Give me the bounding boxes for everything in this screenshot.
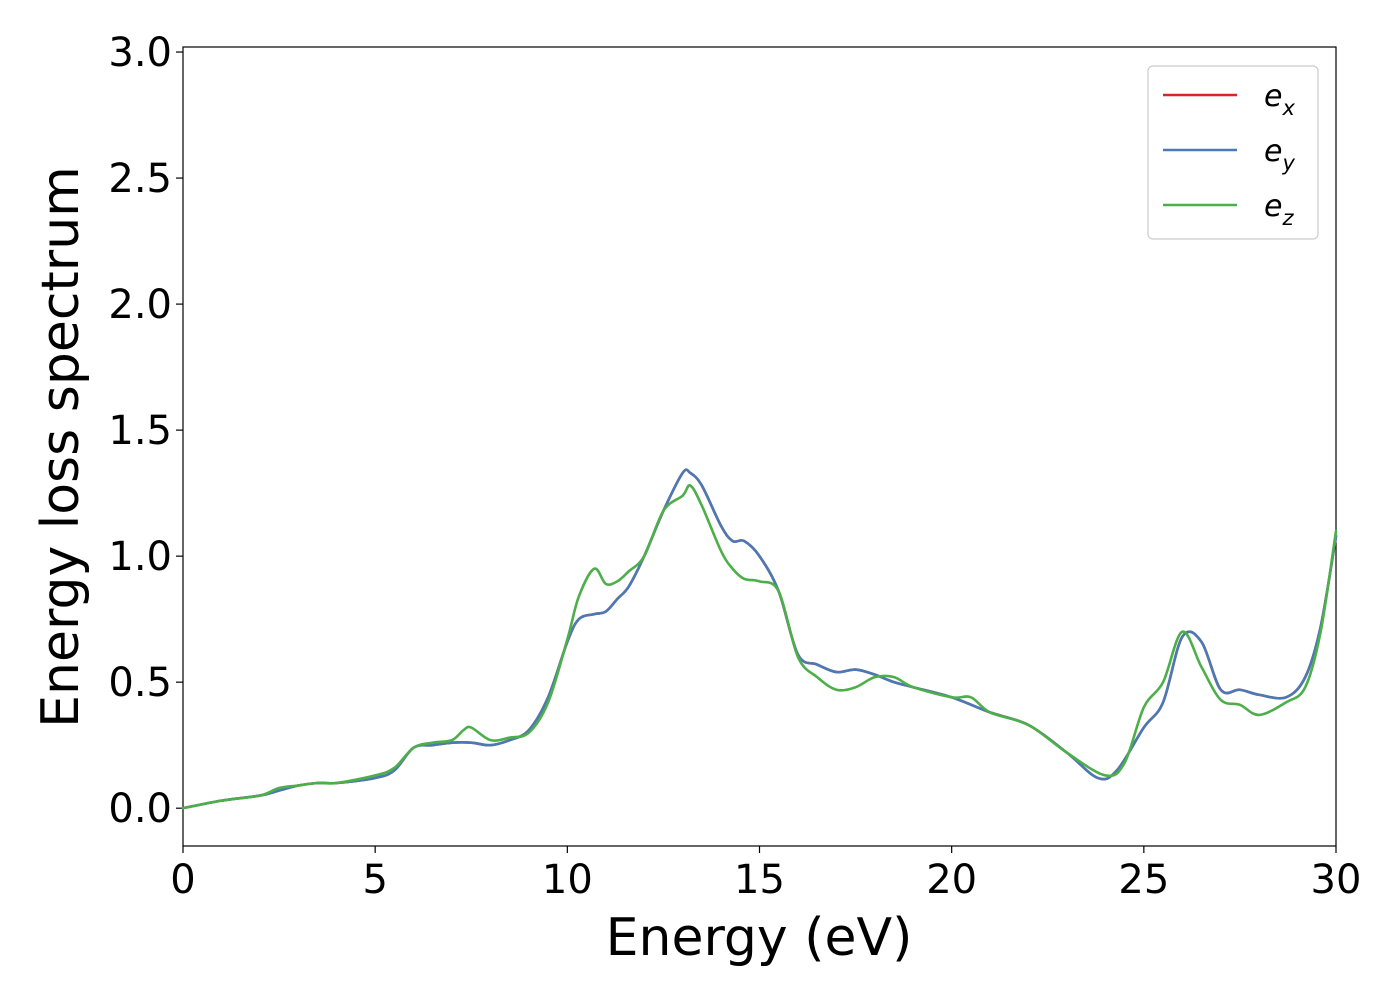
x-tick-label: 10	[542, 857, 593, 903]
y-tick-label: 0.5	[108, 660, 172, 706]
y-axis: 0.0 0.5 1.0 1.5 2.0 2.5 3.0	[108, 30, 183, 832]
series-line-ez	[181, 484, 1338, 810]
series-layer	[181, 468, 1338, 810]
x-tick-label: 20	[926, 857, 977, 903]
x-tick-label: 30	[1311, 857, 1362, 903]
y-axis-title: Energy loss spectrum	[31, 166, 91, 728]
y-tick-label: 2.5	[108, 156, 172, 202]
legend-label-ex: ex	[1264, 79, 1295, 120]
legend: ex ey ez	[1147, 65, 1319, 240]
x-tick-label: 25	[1118, 857, 1169, 903]
x-tick-label: 0	[170, 857, 195, 903]
legend-box	[1147, 65, 1319, 240]
x-axis-title: Energy (eV)	[606, 908, 913, 968]
y-tick-label: 0.0	[108, 786, 172, 832]
x-tick-label: 5	[362, 857, 387, 903]
plot-area	[182, 46, 1337, 847]
legend-label-ez: ez	[1264, 189, 1294, 230]
y-tick-label: 1.0	[108, 534, 172, 580]
x-tick-label: 15	[734, 857, 785, 903]
x-axis: 0 5 10 15 20 25 30	[170, 846, 1361, 903]
legend-label-ey: ey	[1264, 134, 1295, 175]
y-tick-label: 2.0	[108, 282, 172, 328]
y-tick-label: 3.0	[108, 30, 172, 76]
y-tick-label: 1.5	[108, 408, 172, 454]
